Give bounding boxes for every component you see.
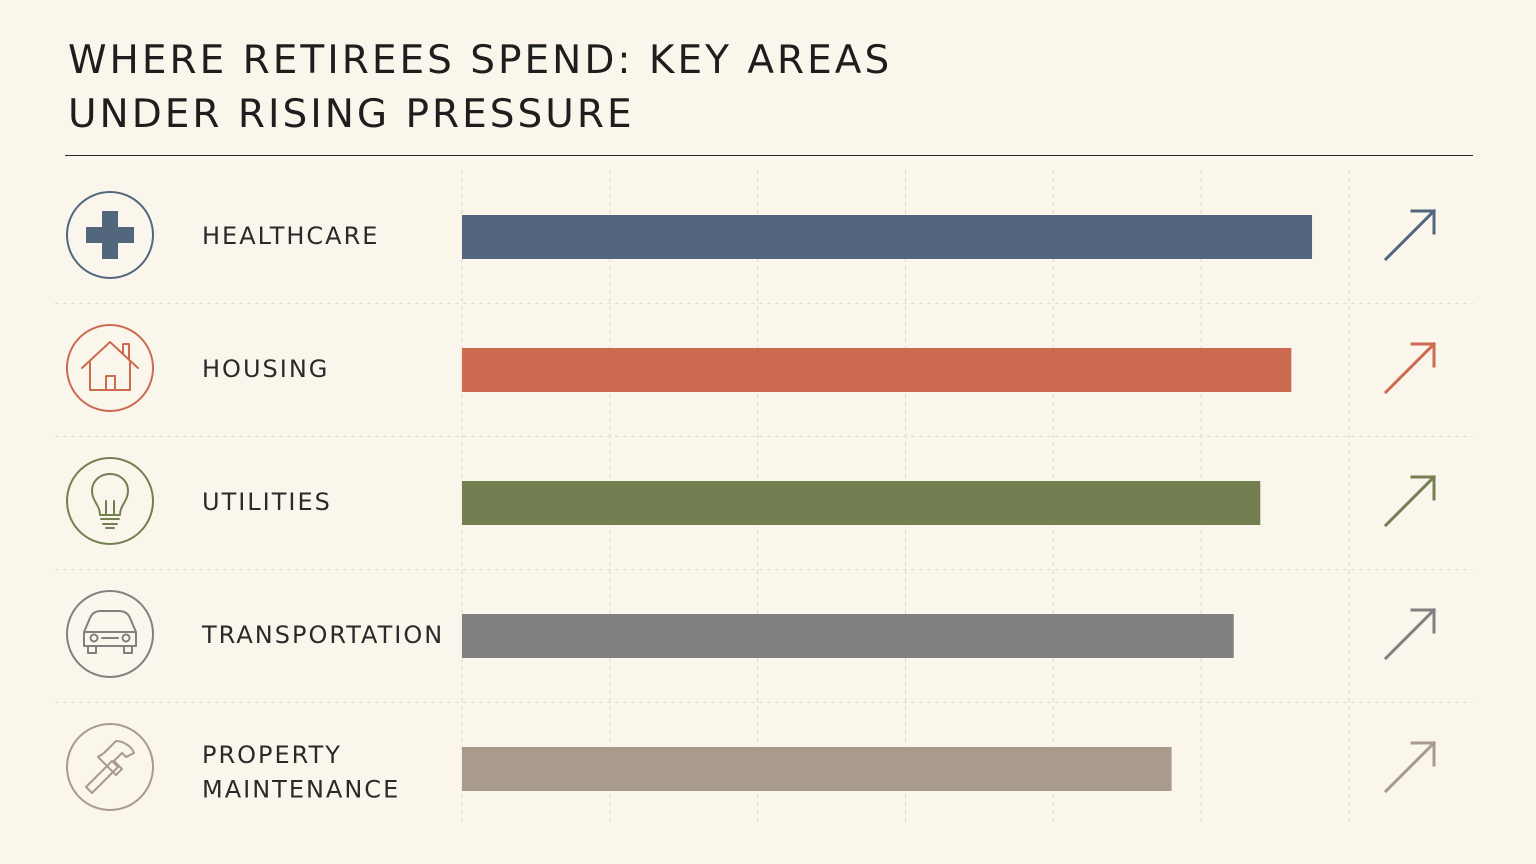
plus-shape (86, 211, 134, 259)
category-label-line: MAINTENANCE (202, 776, 400, 804)
car-headlight (121, 633, 131, 643)
bar (462, 481, 1261, 525)
plus-cross-icon (66, 191, 154, 279)
category-label-line: PROPERTY (202, 741, 342, 769)
car-headlight (89, 633, 99, 643)
hammer-outline (85, 740, 135, 794)
icon-circle (66, 457, 154, 545)
arrow-shaft (1383, 740, 1437, 794)
hammer-icon (66, 723, 154, 811)
trend-up-arrow-icon (1383, 740, 1437, 794)
category-label: HOUSING (202, 355, 329, 383)
arrow-head (1410, 608, 1436, 634)
icon-circle (66, 324, 154, 412)
trend-up-arrow-icon (1383, 208, 1437, 262)
arrow-shaft (1383, 474, 1437, 528)
arrow-shaft (1383, 607, 1437, 661)
icon-circle (66, 723, 154, 811)
bar (462, 215, 1313, 259)
trend-up-arrow-icon (1383, 341, 1437, 395)
arrow-head (1410, 475, 1436, 501)
title-divider (65, 155, 1473, 156)
chart-title: WHERE RETIREES SPEND: KEY AREAS UNDER RI… (68, 38, 893, 137)
trend-up-arrow-icon (1383, 474, 1437, 528)
arrow-head (1410, 342, 1436, 368)
car-icon (66, 590, 154, 678)
category-label: TRANSPORTATION (201, 621, 444, 649)
icon-circle (66, 590, 154, 678)
bar (462, 348, 1292, 392)
arrow-head (1410, 209, 1436, 235)
bar (462, 747, 1172, 791)
category-label: UTILITIES (202, 488, 332, 516)
arrow-shaft (1383, 341, 1437, 395)
category-label: PROPERTY MAINTENANCE (202, 741, 400, 804)
arrow-shaft (1383, 208, 1437, 262)
car-outline (83, 610, 137, 654)
arrow-head (1410, 741, 1436, 767)
bar (462, 614, 1234, 658)
bulb-outline (91, 473, 129, 529)
icon-circle (66, 191, 154, 279)
lightbulb-icon (66, 457, 154, 545)
trend-up-arrow-icon (1383, 607, 1437, 661)
house-outline (81, 341, 139, 391)
house-icon (66, 324, 154, 412)
category-label: HEALTHCARE (202, 222, 379, 250)
